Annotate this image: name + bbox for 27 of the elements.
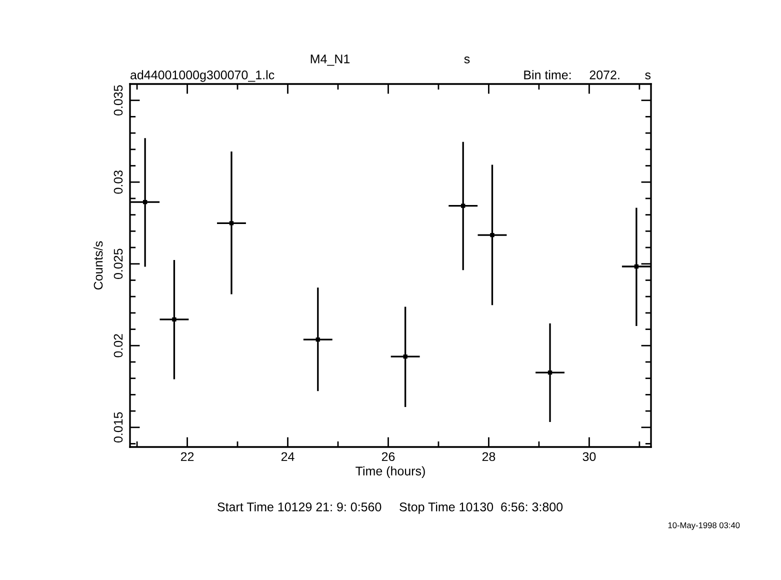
x-tick-label: 30 [582, 452, 596, 462]
point [461, 204, 466, 208]
y-tick-label: 0.03 [114, 170, 123, 194]
y-tick-label: 0.025 [114, 248, 123, 280]
point [548, 370, 552, 375]
y-tick-label: 0.02 [114, 334, 123, 358]
y-axis-title: Counts/s [94, 241, 103, 290]
x-axis-title: Time (hours) [356, 466, 425, 478]
point [316, 337, 320, 342]
y-tick-label: 0.035 [114, 85, 123, 116]
chart-title: M4_N1 [310, 54, 350, 66]
text: 10-May-1998 03:40 [668, 522, 740, 530]
text: Start Time 10129 21: 9: 0:560 Stop Time 10130 6:56: 3:800 [218, 502, 563, 514]
point [634, 264, 639, 269]
x-tick-label: 26 [382, 452, 395, 462]
point [403, 354, 408, 359]
x-tick-label: 28 [482, 452, 496, 462]
point [229, 221, 234, 226]
point [490, 233, 494, 238]
text: s [464, 56, 470, 64]
text: ad44001000g300070_1.lc [130, 70, 274, 82]
x-tick-label: 24 [281, 452, 294, 461]
text: Bin time: 2072. s [524, 70, 651, 80]
y-tick-label: 0.015 [114, 412, 123, 443]
point [142, 200, 148, 204]
point [172, 317, 176, 322]
x-tick-label: 22 [180, 452, 194, 461]
